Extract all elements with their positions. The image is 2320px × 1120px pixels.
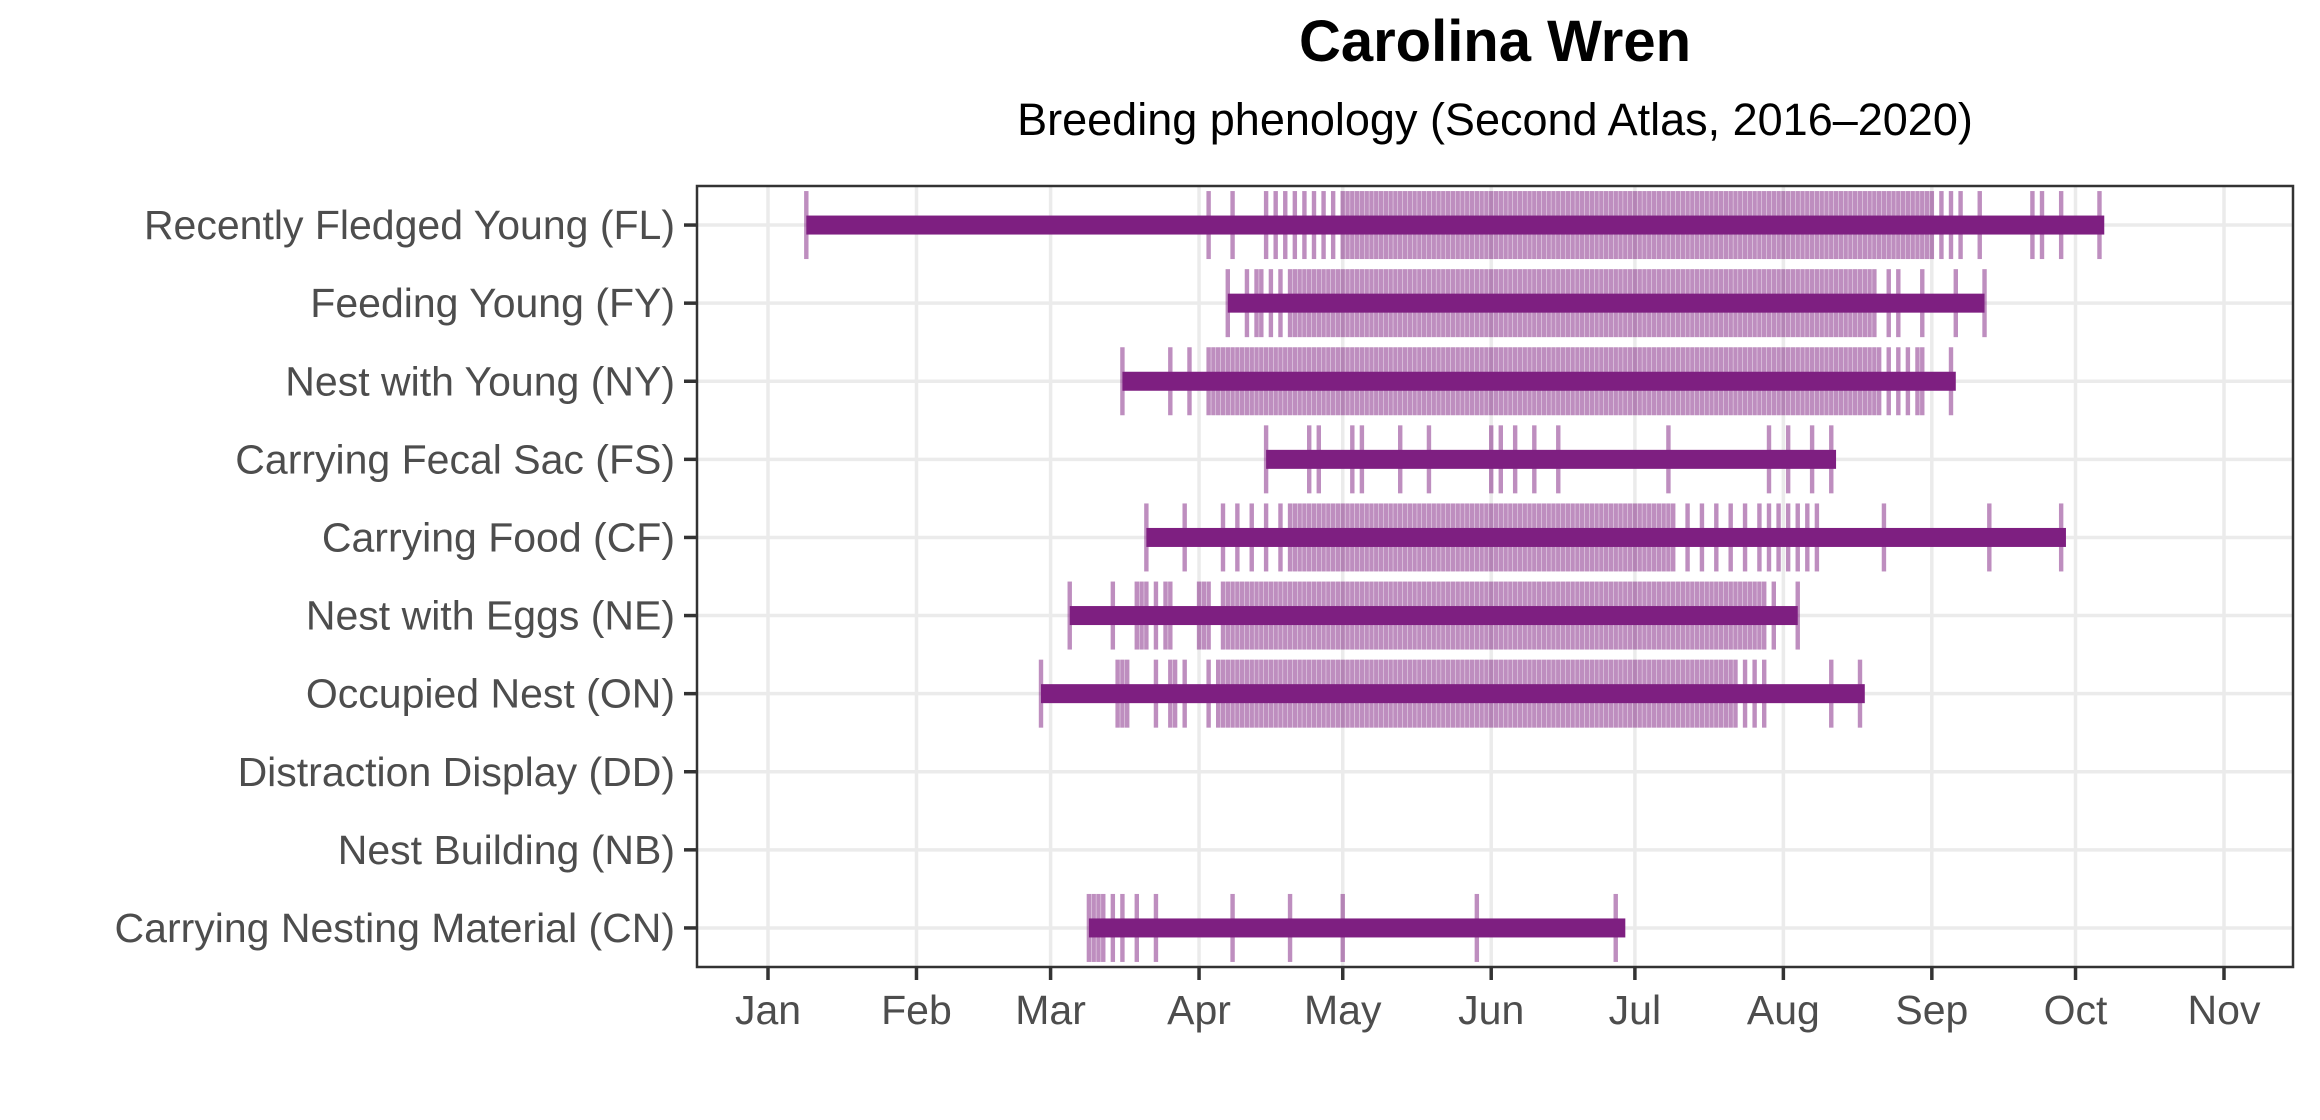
- x-axis-label-aug: Aug: [1747, 987, 1820, 1033]
- range-bar-FS: [1266, 449, 1837, 469]
- phenology-row-NY: [1120, 347, 1956, 416]
- y-axis-label-FY: Feeding Young (FY): [310, 280, 675, 326]
- x-axis-label-apr: Apr: [1167, 987, 1231, 1033]
- phenology-row-CN: [1086, 893, 1626, 962]
- y-axis-label-NE: Nest with Eggs (NE): [306, 593, 675, 639]
- y-axis: Recently Fledged Young (FL) Feeding Young…: [115, 202, 697, 951]
- y-axis-label-NY: Nest with Young (NY): [285, 358, 675, 404]
- y-axis-label-ON: Occupied Nest (ON): [306, 671, 675, 717]
- phenology-row-CF: [1144, 503, 2066, 572]
- x-axis-label-jul: Jul: [1609, 987, 1661, 1033]
- x-axis-label-jun: Jun: [1458, 987, 1524, 1033]
- obs-tick: [1982, 269, 1987, 338]
- y-axis-label-NB: Nest Building (NB): [338, 827, 675, 873]
- range-bar-NY: [1122, 371, 1956, 391]
- panel-border: [695, 184, 2295, 969]
- x-axis-label-oct: Oct: [2044, 987, 2108, 1033]
- range-bar-CN: [1088, 918, 1626, 938]
- x-axis-label-feb: Feb: [881, 987, 952, 1033]
- chart-title: Carolina Wren: [1298, 9, 1692, 74]
- x-axis-label-sep: Sep: [1895, 987, 1968, 1033]
- range-bar-FL: [806, 215, 2105, 235]
- phenology-row-FL: [804, 191, 2105, 260]
- chart-subtitle: Breeding phenology (Second Atlas, 2016–2…: [1017, 94, 1973, 145]
- phenology-row-ON: [1038, 659, 1865, 728]
- range-bar-CF: [1146, 527, 2066, 547]
- x-axis-label-jan: Jan: [735, 987, 801, 1033]
- y-axis-label-CF: Carrying Food (CF): [322, 514, 675, 560]
- x-axis-label-mar: Mar: [1015, 987, 1086, 1033]
- y-axis-label-CN: Carrying Nesting Material (CN): [115, 905, 675, 951]
- x-axis-label-may: May: [1304, 987, 1382, 1033]
- x-axis: Jan Feb Mar Apr May Jun Jul Aug Sep Oct Nov: [735, 967, 2261, 1033]
- phenology-row-FY: [1225, 269, 1987, 338]
- y-axis-label-DD: Distraction Display (DD): [238, 749, 675, 795]
- y-axis-label-FL: Recently Fledged Young (FL): [144, 202, 675, 248]
- range-bar-FY: [1227, 293, 1985, 313]
- range-bar-NE: [1069, 606, 1798, 626]
- phenology-row-NE: [1067, 581, 1800, 650]
- x-axis-label-nov: Nov: [2188, 987, 2261, 1033]
- phenology-row-FS: [1263, 425, 1837, 494]
- y-axis-label-FS: Carrying Fecal Sac (FS): [235, 436, 675, 482]
- range-bar-ON: [1041, 684, 1865, 704]
